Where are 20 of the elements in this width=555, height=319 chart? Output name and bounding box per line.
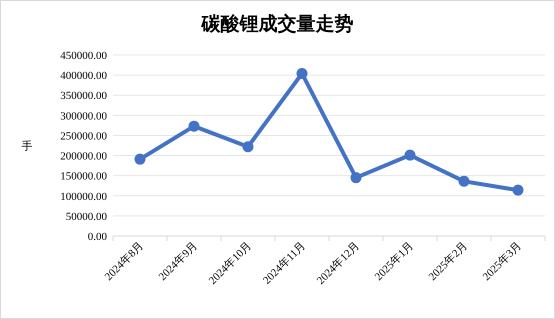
y-tick-label: 150000.00 [60,170,108,183]
y-tick-label: 0.00 [88,231,108,243]
point [134,154,146,165]
y-axis-title: 手 [22,140,32,152]
point [512,184,524,196]
point [350,172,362,184]
y-tick-label: 250000.00 [60,130,108,142]
chart-title: 碳酸锂成交量走势 [200,13,354,35]
point [188,120,200,132]
y-tick-label: 400000.00 [60,70,108,82]
y-tick-label: 350000.00 [60,90,108,102]
y-tick-label: 200000.00 [60,150,108,163]
point [242,141,254,152]
point [404,150,416,161]
y-tick-label: 300000.00 [60,110,108,122]
point [458,176,470,187]
y-tick-label: 450000.00 [60,50,108,62]
y-tick-label: 100000.00 [60,190,108,203]
point [296,68,308,79]
y-tick-label: 50000.00 [66,210,108,223]
